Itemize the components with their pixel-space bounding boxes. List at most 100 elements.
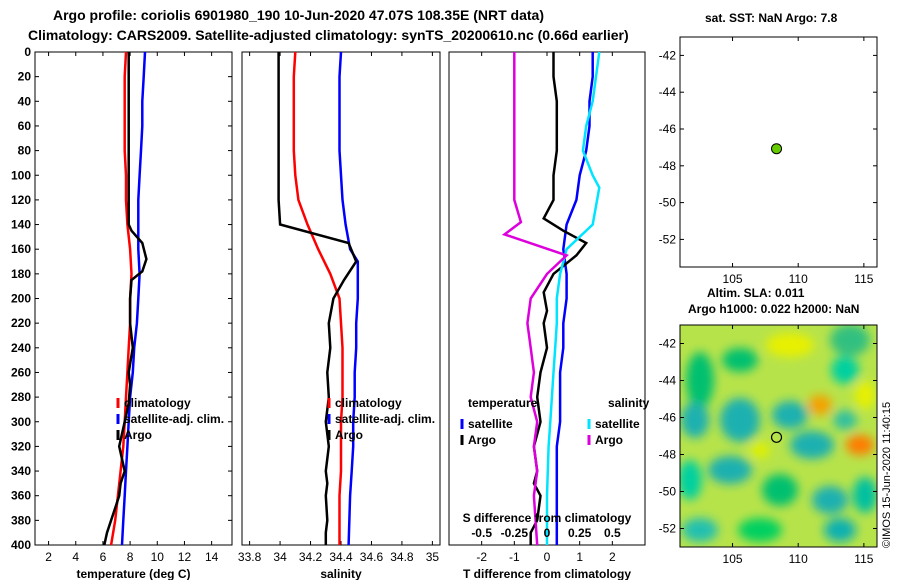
y-tick-label: 20 [18, 70, 32, 84]
x-tick-label: 34.4 [329, 550, 353, 564]
x-tick-label: 6 [100, 550, 107, 564]
plot-frame [34, 51, 233, 546]
x-tick-label: 14 [205, 550, 219, 564]
y-tick-label: 380 [11, 513, 31, 527]
x-tick-label: 10 [151, 550, 165, 564]
x-tick-label: 0 [544, 550, 551, 564]
x-tick-label: -2 [476, 550, 487, 564]
s-axis-label: S difference from climatology [463, 511, 632, 525]
legend-label: Argo [124, 428, 152, 442]
salinity-panel: 33.8 34 34.2 34.4 34.6 34.8 35 salinity climatol… [238, 51, 441, 580]
legend-label: satellite-adj. clim. [335, 412, 435, 426]
argo-float-marker [770, 431, 783, 443]
series-line-argo [103, 52, 148, 546]
map-y-tick-label: -50 [659, 485, 677, 499]
argo-float-marker [771, 143, 783, 155]
s-tick-label: 0.5 [604, 526, 621, 540]
sla-map-title-2: Argo h1000: 0.022 h2000: NaN [688, 302, 859, 316]
map-x-tick-label: 110 [789, 552, 808, 566]
x-tick-label: 33.8 [238, 550, 262, 564]
y-tick-label: 280 [11, 390, 31, 404]
y-tick-label: 0 [24, 45, 31, 59]
sla-map: 105 110 115 -42 -44 -46 -48 -50 -52 [659, 324, 878, 566]
y-tick-label: 120 [11, 193, 31, 207]
map-y-tick-label: -46 [659, 122, 677, 136]
map-y-tick-label: -44 [659, 374, 677, 388]
series-line-argo [277, 52, 358, 545]
x-tick-label: 34.8 [390, 550, 414, 564]
y-tick-label: 340 [11, 464, 31, 478]
map-x-tick-label: 115 [854, 272, 873, 286]
legend-label: satellite [468, 417, 513, 431]
y-tick-label: 360 [11, 489, 31, 503]
x-axis-label: temperature (deg C) [76, 567, 190, 580]
map-y-tick-label: -48 [659, 159, 677, 173]
legend-label: Argo [595, 433, 623, 447]
x-tick-label: 2 [45, 550, 52, 564]
s-tick-label: -0.5 [471, 526, 492, 540]
map-y-tick-label: -44 [659, 85, 677, 99]
series-line-t-argo [529, 52, 589, 545]
legend-label: Argo [468, 433, 496, 447]
sla-heatmap [680, 325, 877, 542]
x-tick-label: 34 [273, 550, 287, 564]
map-x-tick-label: 105 [723, 552, 743, 566]
sla-map-title-1: Altim. SLA: 0.011 [707, 286, 805, 300]
title-line-2: Climatology: CARS2009. Satellite-adjuste… [28, 27, 629, 43]
series-line-satellite-adj-clim- [120, 51, 147, 546]
y-tick-label: 220 [11, 316, 31, 330]
map-y-tick-label: -52 [659, 522, 677, 536]
y-tick-label: 240 [11, 341, 31, 355]
map-y-tick-label: -42 [659, 337, 677, 351]
series-line-climatology [292, 51, 344, 545]
map-x-tick-label: 115 [854, 552, 873, 566]
y-tick-label: 400 [11, 538, 31, 552]
y-tick-label: 60 [18, 119, 32, 133]
y-tick-label: 80 [18, 144, 32, 158]
map-y-tick-label: -52 [659, 232, 677, 246]
y-tick-label: 300 [11, 415, 31, 429]
series-line-satellite-adj-clim- [338, 51, 360, 546]
imos-watermark: ©IMOS 15-Jun-2020 11:40:15 [881, 402, 893, 548]
y-tick-label: 260 [11, 365, 31, 379]
sst-map-title: sat. SST: NaN Argo: 7.8 [705, 11, 838, 25]
x-axis-label: T difference from climatology [463, 567, 631, 580]
legend-label: climatology [124, 396, 191, 410]
y-tick-label: 160 [11, 242, 31, 256]
y-tick-label: 140 [11, 218, 31, 232]
map-y-tick-label: -50 [659, 196, 677, 210]
x-tick-label: -1 [509, 550, 520, 564]
y-tick-label: 320 [11, 439, 31, 453]
difference-panel: -2 -1 0 1 2 T difference from climatology -0.5… [448, 51, 650, 580]
s-tick-label: -0.25 [501, 526, 529, 540]
legend-label: climatology [335, 396, 402, 410]
map-x-tick-label: 105 [723, 272, 743, 286]
x-tick-label: 4 [72, 550, 79, 564]
series-line-t-satellite [555, 52, 594, 545]
series-line-s-satellite [545, 51, 601, 545]
sst-map: 105 110 115 -42 -44 -46 -48 -50 -52 [659, 36, 878, 286]
sla-map-frame [679, 324, 878, 548]
map-y-tick-label: -42 [659, 48, 677, 62]
x-axis-label: salinity [320, 567, 362, 580]
x-tick-label: 2 [609, 550, 616, 564]
temperature-panel: 0 20 40 60 80 100 120 140 160 180 200 220 240 260 280 3… [11, 45, 233, 580]
legend-label: Argo [335, 428, 363, 442]
x-tick-label: 35 [426, 550, 440, 564]
legend-label: satellite-adj. clim. [124, 412, 224, 426]
x-tick-label: 34.2 [299, 550, 323, 564]
s-tick-label: 0 [544, 526, 551, 540]
legend-title-temperature: temperature [468, 396, 538, 410]
map-x-tick-label: 110 [789, 272, 808, 286]
x-tick-label: 12 [178, 550, 192, 564]
map-y-tick-label: -46 [659, 411, 677, 425]
series-line-s-argo [501, 52, 569, 546]
legend-label: satellite [595, 417, 640, 431]
y-tick-label: 200 [11, 292, 31, 306]
title-line-1: Argo profile: coriolis 6901980_190 10-Ju… [53, 7, 544, 23]
s-tick-label: 0.25 [568, 526, 592, 540]
x-tick-label: 1 [576, 550, 583, 564]
x-tick-label: 34.6 [360, 550, 384, 564]
map-y-tick-label: -48 [659, 448, 677, 462]
